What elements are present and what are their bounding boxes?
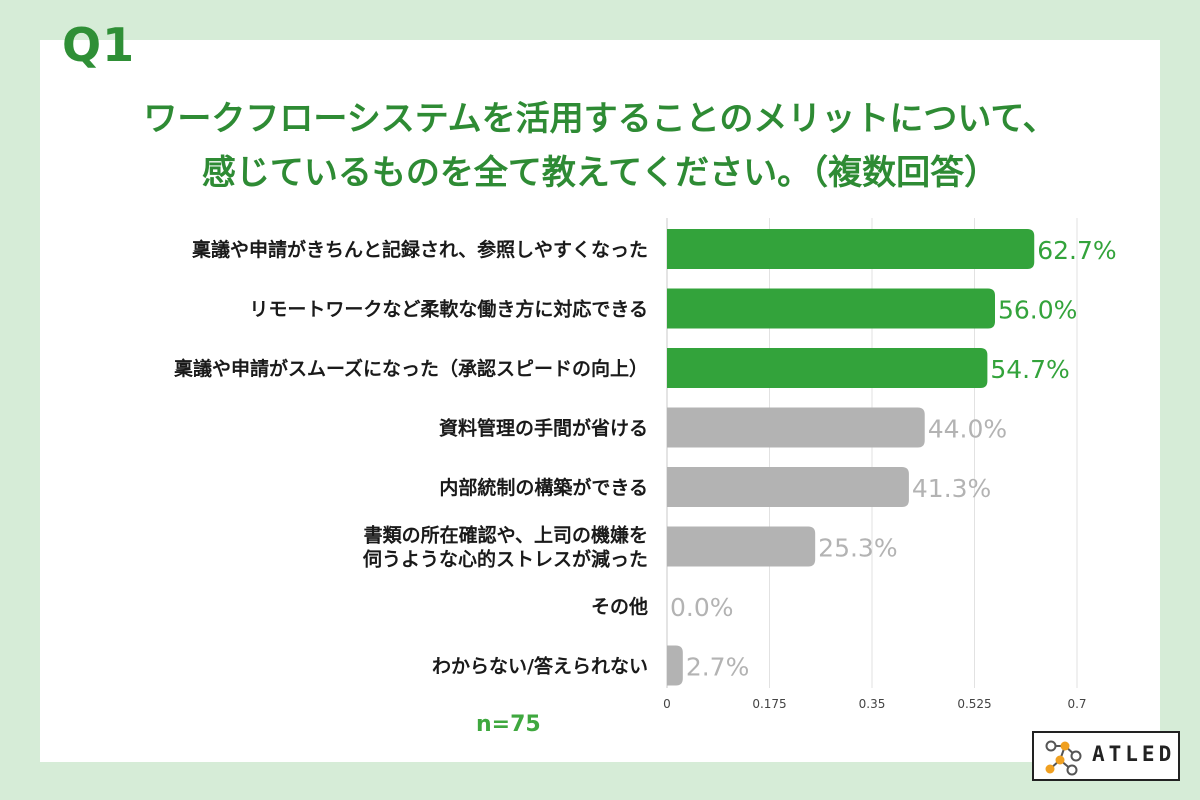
- bar: [667, 407, 925, 448]
- molecule-logo-icon: [1045, 740, 1082, 776]
- bar: [667, 467, 909, 507]
- category-label: 書類の所在確認や、上司の機嫌を: [364, 524, 648, 547]
- category-label: その他: [591, 595, 648, 618]
- data-label: 56.0%: [998, 296, 1077, 325]
- title-line-2: 感じているものを全て教えてください。（複数回答）: [201, 153, 999, 193]
- category-label: 稟議や申請がきちんと記録され、参照しやすくなった: [192, 238, 648, 261]
- bar: [667, 288, 995, 329]
- data-label: 2.7%: [686, 653, 750, 682]
- category-label: わからない/答えられない: [432, 655, 648, 678]
- category-label: 内部統制の構築ができる: [439, 476, 648, 499]
- logo-text: ATLED: [1092, 742, 1176, 766]
- x-tick-label: 0.35: [859, 697, 886, 711]
- category-label: 伺うような心的ストレスが減った: [362, 548, 648, 571]
- x-tick-label: 0.525: [957, 697, 991, 711]
- category-label: 資料管理の手間が省ける: [439, 417, 648, 440]
- chart-card: [40, 40, 1160, 762]
- data-label: 41.3%: [912, 474, 991, 503]
- data-label: 44.0%: [928, 415, 1007, 444]
- sample-size-label: n=75: [476, 712, 541, 737]
- category-label: リモートワークなど柔軟な働き方に対応できる: [249, 298, 648, 321]
- title-line-1: ワークフローシステムを活用することのメリットについて、: [143, 99, 1057, 139]
- question-number: Q1: [62, 18, 136, 72]
- bar: [667, 526, 816, 567]
- data-label: 62.7%: [1037, 236, 1116, 265]
- data-label: 0.0%: [670, 593, 734, 622]
- bar: [667, 229, 1035, 269]
- category-label: 稟議や申請がスムーズになった（承認スピードの向上）: [174, 357, 648, 380]
- x-tick-label: 0.7: [1067, 697, 1086, 711]
- x-tick-label: 0.175: [752, 697, 786, 711]
- atled-logo: ATLED: [1032, 731, 1180, 781]
- bar: [667, 348, 988, 388]
- bar: [667, 645, 683, 686]
- x-tick-label: 0: [663, 697, 671, 711]
- chart-title: ワークフローシステムを活用することのメリットについて、 感じているものを全て教え…: [0, 92, 1200, 200]
- data-label: 25.3%: [818, 534, 897, 563]
- data-label: 54.7%: [990, 355, 1069, 384]
